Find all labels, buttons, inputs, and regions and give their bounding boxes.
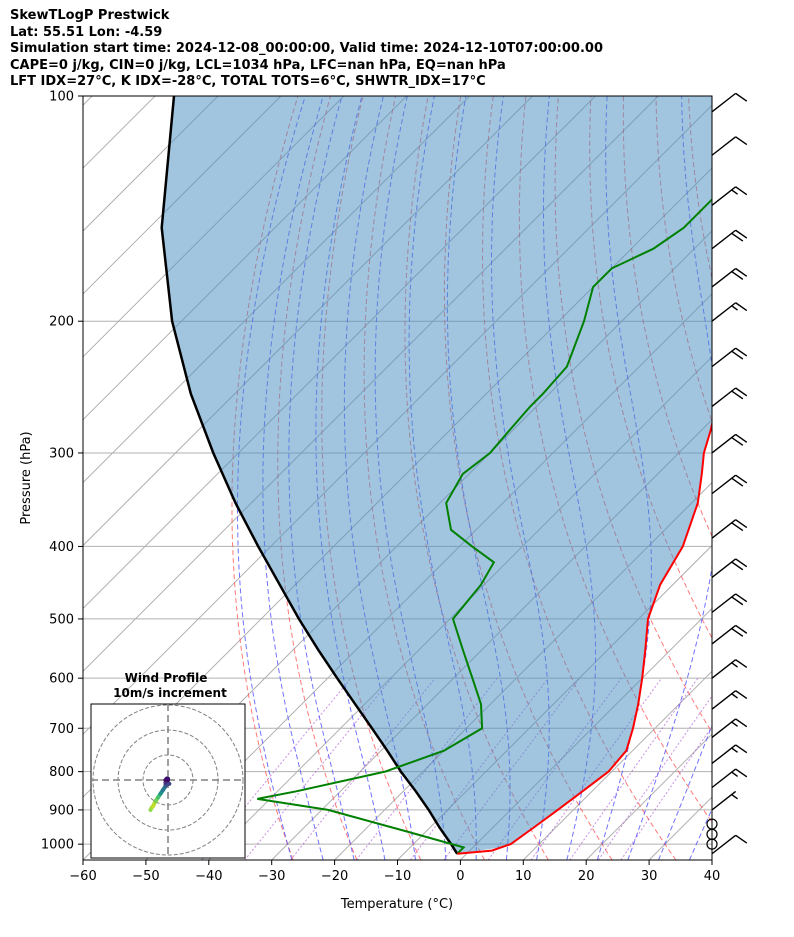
hodograph-title: Wind Profile [125,671,208,685]
wind-barb [711,186,748,206]
wind-barb [711,347,748,368]
moist-adiabat-line [627,96,712,860]
x-tick-label: −10 [384,869,411,884]
wind-barb [711,519,748,539]
cin-shaded-area [161,96,712,854]
x-tick-label: 20 [578,869,595,884]
dewpoint-profile-line [257,198,712,855]
isotherm-line [711,859,712,860]
chart-header: SkewTLogP Prestwick Lat: 55.51 Lon: -4.5… [10,8,603,91]
isotherm-line [83,96,219,232]
mixing-ratio-line [244,677,393,860]
wind-barb [706,818,718,830]
x-tick-label: −60 [69,869,96,884]
x-tick-label: −20 [321,869,348,884]
mixing-ratio-line [530,677,663,860]
simulation-times: Simulation start time: 2024-12-08_00:00:… [10,41,603,56]
x-tick-label: −30 [258,869,285,884]
mixing-ratio-line [569,677,699,860]
moist-adiabat-line [237,96,306,860]
moist-adiabat-line [658,724,712,860]
wind-barb [711,92,748,113]
wind-barb [711,768,748,789]
moist-adiabat-line [288,96,355,860]
wind-barb [711,790,738,811]
wind-barb [711,267,748,288]
x-axis: −60 −50 −40 −30 −20 −10 0 10 20 30 40 [69,860,720,884]
mixing-ratio-line [597,695,712,860]
wind-barb [711,302,748,322]
y-tick-label: 400 [49,540,74,555]
x-tick-label: −40 [195,869,222,884]
y-tick-label: 700 [49,722,74,737]
plot-area [82,95,794,861]
x-tick-label: −50 [132,869,159,884]
y-tick-label: 800 [49,765,74,780]
hodograph-subtitle: 10m/s increment [113,686,227,700]
hodograph-inset: Wind Profile 10m/s increment [90,671,246,859]
wind-barbs [706,92,748,855]
y-tick-label: 600 [49,672,74,687]
isotherm-line [83,96,282,295]
wind-barb [711,136,748,156]
x-tick-label: 40 [704,869,721,884]
wind-barb [711,834,748,855]
mixing-ratio-line [620,725,712,860]
dry-adiabat-line [786,96,794,860]
wind-barb [711,744,748,764]
isotherm-line [83,96,93,106]
cape-region [161,96,712,854]
y-tick-label: 500 [49,612,74,627]
wind-barb [711,433,748,454]
chart-title: SkewTLogP Prestwick [10,8,170,23]
dry-adiabat-line [754,96,794,860]
convective-parameters: CAPE=0 j/kg, CIN=0 j/kg, LCL=1034 hPa, L… [10,57,506,73]
wind-barb [711,387,748,408]
x-tick-label: 0 [456,869,464,884]
y-tick-label: 100 [49,90,74,105]
wind-barb [711,659,748,679]
stability-indices: LFT IDX=27°C, K IDX=-28°C, TOTAL TOTS=6°… [10,74,486,89]
wind-barb [711,690,748,710]
wind-barb [711,474,748,495]
wind-barb [711,558,748,578]
isotherm-line [522,670,712,860]
y-axis-label: Pressure (hPa) [19,431,34,524]
temperature-profile-line [457,419,712,855]
x-axis-label: Temperature (°C) [340,897,453,912]
dry-adiabat-line [231,96,299,860]
parcel-profile-line [160,96,459,855]
isotherm-line [775,96,794,860]
x-tick-label: 30 [641,869,658,884]
y-tick-label: 1000 [41,838,74,853]
y-tick-label: 900 [49,803,74,818]
moist-adiabat-line [262,96,324,860]
y-tick-label: 300 [49,446,74,461]
location-coordinates: Lat: 55.51 Lon: -4.59 [10,24,163,40]
wind-barb [711,593,748,613]
wind-barb [711,718,748,738]
y-axis: 100 200 300 400 500 600 700 800 900 1000 [41,90,83,853]
x-tick-label: 10 [515,869,532,884]
wind-barb [711,624,748,645]
wind-barb [711,229,748,250]
mixing-ratio-line [201,677,352,860]
y-tick-label: 200 [49,315,74,330]
